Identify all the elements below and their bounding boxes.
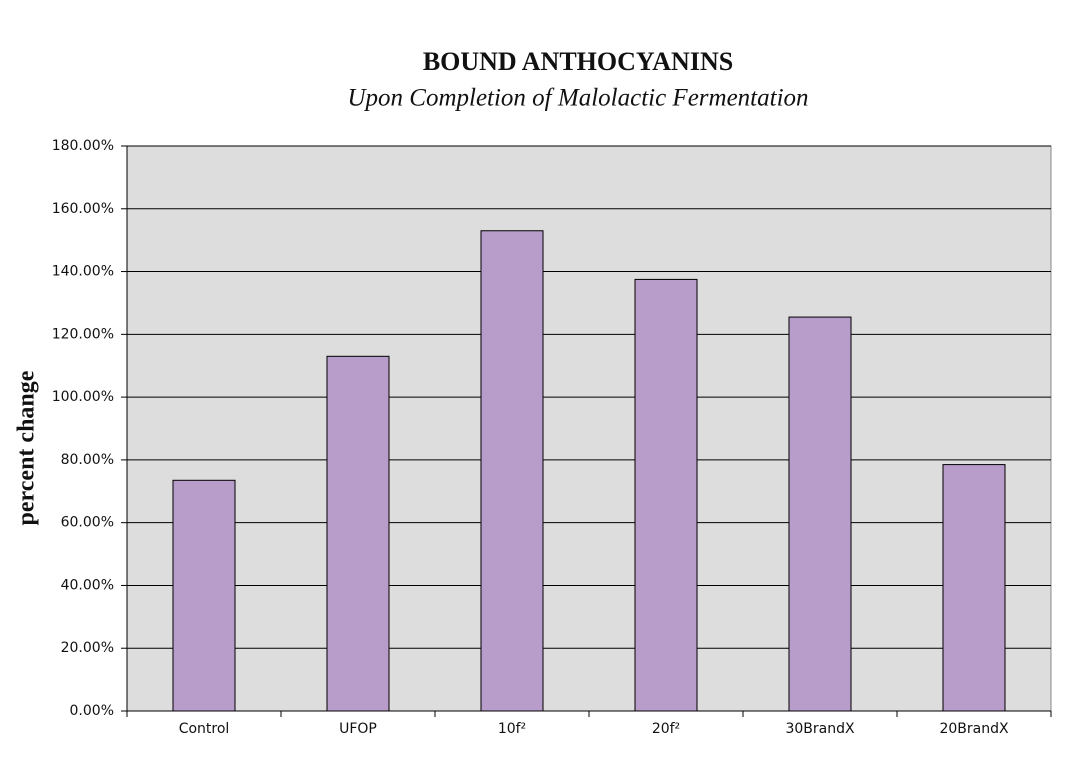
y-tick-label: 160.00% [52,201,114,217]
y-tick-label: 40.00% [61,577,114,593]
x-tick-label: Control [179,721,230,737]
y-tick-label: 60.00% [61,515,114,531]
y-tick-label: 20.00% [61,640,114,656]
x-tick-label: UFOP [339,721,377,737]
x-tick-label: 20BrandX [939,721,1009,737]
y-tick-label: 120.00% [52,326,114,342]
y-axis-label: percent change [14,370,40,525]
chart-subtitle: Upon Completion of Malolactic Fermentati… [347,85,808,112]
x-tick-label: 30BrandX [785,721,855,737]
bar [480,230,544,712]
y-tick-label: 0.00% [70,703,114,719]
x-tick-label: 20f² [652,721,680,737]
plot-area [126,145,1052,712]
bar [788,316,852,712]
y-tick-label: 80.00% [61,452,114,468]
bar [172,479,236,712]
chart-title: BOUND ANTHOCYANINS [423,47,733,76]
x-tick-label: 10f² [498,721,526,737]
y-tick-label: 180.00% [52,138,114,154]
bar [634,278,698,712]
bar [942,464,1006,712]
y-tick-label: 100.00% [52,389,114,405]
bar [326,355,390,712]
y-tick-label: 140.00% [52,264,114,280]
